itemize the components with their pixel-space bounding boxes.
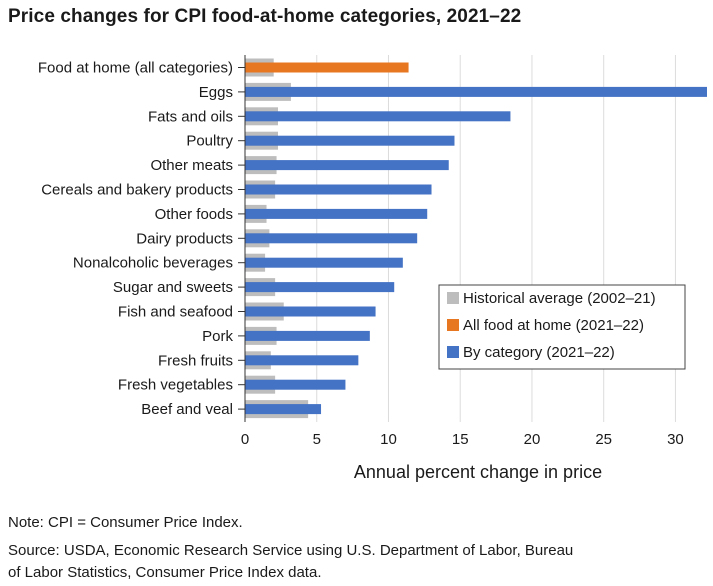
bar-category bbox=[245, 208, 428, 219]
source-text-line1: Source: USDA, Economic Research Service … bbox=[8, 542, 574, 559]
x-tick-label: 20 bbox=[524, 431, 541, 448]
bar-category bbox=[245, 86, 707, 97]
x-tick-label: 15 bbox=[452, 431, 469, 448]
category-label: Fats and oils bbox=[148, 108, 233, 125]
category-label: Food at home (all categories) bbox=[38, 60, 233, 77]
category-label: Poultry bbox=[186, 133, 233, 150]
bar-category bbox=[245, 233, 418, 244]
category-labels: Food at home (all categories) Eggs Fats an… bbox=[38, 60, 245, 418]
bar-category bbox=[245, 135, 455, 146]
chart-title: Price changes for CPI food-at-home categ… bbox=[8, 6, 522, 27]
legend-swatch bbox=[447, 319, 459, 331]
category-label: Beef and veal bbox=[141, 401, 233, 418]
bar-category bbox=[245, 330, 370, 341]
bar-chart: 0 5 10 15 20 25 30 Food at home (all categorie… bbox=[38, 55, 707, 482]
category-label: Cereals and bakery products bbox=[41, 182, 233, 199]
category-label: Fish and seafood bbox=[118, 304, 233, 321]
legend-box bbox=[438, 284, 686, 370]
bar-category bbox=[245, 282, 395, 293]
category-label: Fresh vegetables bbox=[118, 377, 233, 394]
x-axis-ticks: 0 5 10 15 20 25 30 bbox=[241, 431, 684, 448]
bar-category bbox=[245, 184, 432, 195]
x-axis-label: Annual percent change in price bbox=[354, 462, 602, 482]
legend-label: By category (2021–22) bbox=[463, 344, 615, 361]
x-tick-label: 5 bbox=[313, 431, 321, 448]
x-tick-label: 10 bbox=[380, 431, 397, 448]
category-label: Nonalcoholic beverages bbox=[73, 255, 233, 272]
category-label: Fresh fruits bbox=[158, 352, 233, 369]
legend-label: All food at home (2021–22) bbox=[463, 317, 644, 334]
category-label: Dairy products bbox=[136, 230, 233, 247]
bar-category bbox=[245, 379, 346, 390]
legend-label: Historical average (2002–21) bbox=[463, 290, 656, 307]
x-tick-label: 0 bbox=[241, 431, 249, 448]
source-text-line2: of Labor Statistics, Consumer Price Inde… bbox=[8, 564, 322, 581]
legend: Historical average (2002–21) All food at … bbox=[438, 284, 686, 370]
category-label: Sugar and sweets bbox=[113, 279, 233, 296]
category-label: Other foods bbox=[155, 206, 233, 223]
bar-category bbox=[245, 404, 322, 415]
category-label: Eggs bbox=[199, 84, 233, 101]
bar-category bbox=[245, 111, 511, 122]
bar-category bbox=[245, 306, 376, 317]
bar-category bbox=[245, 160, 449, 171]
note-text: Note: CPI = Consumer Price Index. bbox=[8, 514, 243, 531]
bar-all-food bbox=[245, 62, 409, 73]
category-label: Other meats bbox=[150, 157, 233, 174]
legend-swatch bbox=[447, 346, 459, 358]
x-tick-label: 30 bbox=[667, 431, 684, 448]
bar-category bbox=[245, 257, 403, 268]
bars bbox=[245, 58, 707, 419]
category-label: Pork bbox=[202, 328, 233, 345]
bar-category bbox=[245, 355, 359, 366]
legend-swatch bbox=[447, 292, 459, 304]
x-tick-label: 25 bbox=[595, 431, 612, 448]
